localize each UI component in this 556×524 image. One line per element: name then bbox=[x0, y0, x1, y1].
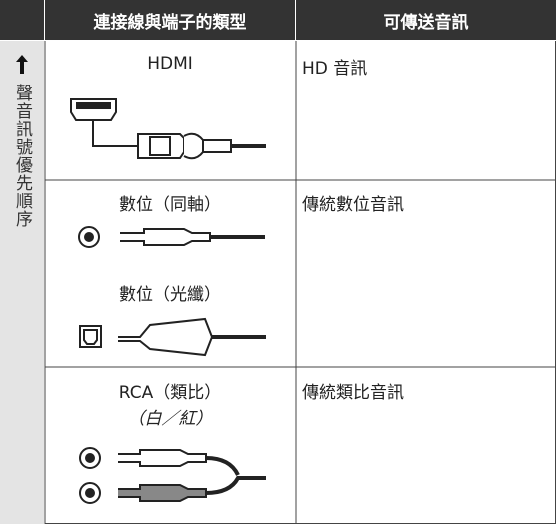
priority-arrow bbox=[16, 55, 28, 74]
connector-label: HDMI bbox=[147, 54, 193, 74]
header-cell: 連接線與端子的類型 bbox=[45, 0, 295, 40]
coax-icon bbox=[78, 226, 265, 248]
audio-label: HD 音訊 bbox=[302, 59, 368, 79]
connector-label: RCA（類比） bbox=[118, 383, 222, 403]
header-corner bbox=[0, 0, 44, 40]
side-column bbox=[0, 41, 44, 524]
header-cell: 可傳送音訊 bbox=[296, 0, 556, 40]
hdmi-icon bbox=[70, 98, 266, 160]
audio-label: 傳統類比音訊 bbox=[302, 383, 404, 403]
connector-label: 數位（同軸） bbox=[119, 195, 221, 215]
connector-note: （白／紅） bbox=[127, 409, 213, 429]
rca-icon bbox=[79, 447, 266, 504]
audio-label: 傳統數位音訊 bbox=[302, 195, 404, 215]
side-label: 聲音訊號優先順序 bbox=[12, 84, 32, 228]
connector-label: 數位（光纖） bbox=[119, 285, 221, 305]
optical-icon bbox=[79, 317, 266, 357]
